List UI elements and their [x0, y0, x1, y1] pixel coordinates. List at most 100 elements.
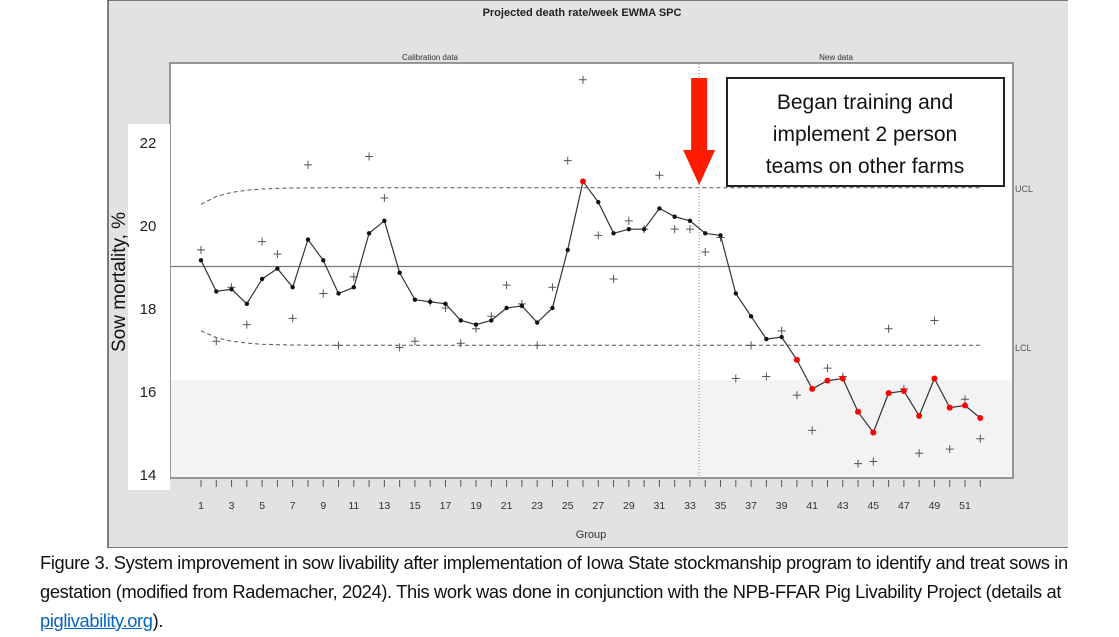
x-tick-label: 29	[623, 500, 635, 512]
raw-point-plus	[976, 434, 985, 443]
ewma-point	[534, 320, 540, 325]
raw-point-plus	[258, 237, 267, 246]
y-tick-label: 14	[140, 467, 157, 484]
x-tick-label: 37	[745, 500, 757, 512]
annotation-line: Began training and	[777, 91, 953, 114]
y-tick-label: 18	[140, 301, 157, 318]
ewma-point	[718, 233, 723, 238]
raw-point-plus	[884, 324, 893, 333]
ewma-point-out-of-control	[900, 388, 907, 394]
x-tick-label: 3	[229, 500, 235, 512]
raw-point-plus	[594, 231, 603, 240]
ewma-point	[214, 289, 219, 294]
annotation-box	[726, 77, 1005, 187]
raw-point-plus	[731, 374, 740, 383]
annotation-line: teams on other farms	[766, 155, 964, 178]
raw-point-plus	[349, 272, 358, 281]
raw-point-plus	[303, 160, 312, 169]
ewma-point	[443, 301, 448, 307]
ewma-point-out-of-control	[839, 375, 846, 382]
raw-point-plus	[502, 281, 511, 290]
ewma-point-out-of-control	[855, 408, 862, 415]
ewma-point	[259, 276, 265, 282]
ewma-point	[473, 322, 479, 327]
caption-text: Figure 3. System improvement in sow liva…	[40, 552, 1068, 602]
x-tick-label: 45	[867, 500, 879, 512]
raw-point-plus	[701, 247, 710, 256]
ewma-point	[382, 218, 387, 224]
x-tick-label: 25	[562, 500, 574, 512]
x-tick-label: 51	[959, 500, 971, 512]
annotation-line: implement 2 person	[773, 123, 957, 146]
raw-point-plus	[273, 250, 282, 259]
x-tick-label: 15	[409, 500, 421, 512]
x-tick-label: 11	[348, 500, 359, 512]
ewma-point	[550, 305, 555, 311]
x-tick-label: 17	[440, 500, 452, 512]
ucl-line	[200, 187, 981, 205]
plot-shade	[171, 380, 1012, 477]
raw-point-plus	[563, 156, 572, 165]
raw-point-plus	[915, 449, 924, 458]
ewma-point-out-of-control	[916, 412, 923, 419]
x-tick-label: 1	[198, 500, 204, 512]
x-tick-label: 35	[715, 500, 727, 512]
x-tick-label: 47	[898, 500, 910, 512]
raw-point-plus	[685, 225, 694, 234]
ewma-point-out-of-control	[793, 356, 800, 363]
x-tick-label: 39	[776, 500, 788, 512]
x-axis-label: Group	[576, 529, 607, 541]
x-tick-label: 33	[684, 500, 696, 512]
ewma-point-out-of-control	[885, 390, 892, 397]
x-tick-label: 49	[929, 500, 941, 512]
figure-caption: Figure 3. System improvement in sow liva…	[40, 548, 1115, 635]
y-tick-label: 20	[140, 218, 157, 235]
ewma-point-out-of-control	[977, 414, 984, 421]
raw-point-plus	[670, 225, 679, 234]
raw-point-plus	[410, 337, 419, 346]
ewma-point-out-of-control	[824, 377, 831, 384]
raw-point-plus	[548, 283, 557, 292]
raw-point-plus	[242, 320, 251, 329]
x-tick-label: 23	[531, 500, 543, 512]
ewma-point-out-of-control	[962, 402, 968, 409]
ewma-point	[229, 287, 234, 292]
raw-point-plus	[380, 194, 389, 203]
raw-point-plus	[869, 457, 878, 466]
y-axis-label: Sow mortality, %	[109, 212, 130, 352]
y-tick-backdrop	[128, 124, 170, 490]
ewma-point	[351, 285, 356, 290]
raw-point-plus	[334, 341, 343, 350]
y-tick-label: 16	[140, 384, 157, 401]
raw-point-plus	[945, 445, 954, 454]
x-tick-label: 9	[320, 500, 326, 512]
ucl-label: UCL	[1015, 184, 1033, 194]
x-tick-label: 43	[837, 500, 849, 512]
ewma-point	[641, 226, 647, 232]
ewma-chart: Projected death rate/week EWMA SPC Calib…	[107, 0, 1119, 548]
ewma-point	[336, 291, 341, 296]
x-tick-label: 5	[259, 500, 265, 512]
ewma-point	[244, 301, 250, 307]
ewma-point	[275, 266, 280, 271]
raw-point-plus	[288, 314, 297, 323]
ewma-point	[611, 231, 616, 236]
ewma-point	[733, 291, 738, 296]
ewma-point	[198, 258, 204, 263]
ewma-line	[200, 179, 981, 434]
ewma-point	[748, 314, 754, 319]
ewma-point-out-of-control	[931, 375, 938, 382]
ewma-point	[504, 305, 509, 311]
chart-title: Projected death rate/week EWMA SPC	[483, 7, 682, 19]
x-tick-label: 7	[290, 500, 296, 512]
right-margin	[1068, 0, 1119, 548]
raw-point-plus	[624, 216, 633, 225]
ewma-point	[305, 237, 311, 242]
ewma-point	[687, 218, 693, 224]
piglivability-link[interactable]: piglivability.org	[40, 610, 153, 631]
ewma-point	[703, 231, 708, 236]
x-tick-label: 41	[806, 500, 818, 512]
raw-point-plus	[823, 364, 832, 373]
raw-point-plus	[533, 341, 542, 350]
caption-end: ).	[152, 610, 164, 631]
